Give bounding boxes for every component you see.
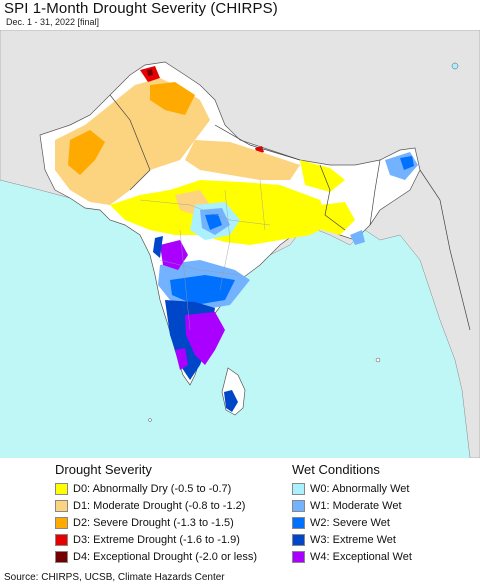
andaman-islands xyxy=(375,357,381,363)
maldives xyxy=(148,418,152,422)
drought-d0-east xyxy=(300,160,345,192)
drought-d2-pakistan xyxy=(68,130,105,175)
legend-label-d1: D1: Moderate Drought (-0.8 to -1.2) xyxy=(73,500,246,512)
map-subtitle: Dec. 1 - 31, 2022 [final] xyxy=(6,17,100,27)
legend-swatch-w1 xyxy=(292,500,305,512)
wet-w2-deccan xyxy=(170,275,235,305)
legend-label-w2: W2: Severe Wet xyxy=(310,517,390,529)
legend-swatch-w3 xyxy=(292,534,305,546)
legend-swatch-d4 xyxy=(55,551,68,563)
legend-swatch-d0 xyxy=(55,483,68,495)
sri-lanka-wet xyxy=(224,390,238,412)
source-credit: Source: CHIRPS, UCSB, Climate Hazards Ce… xyxy=(4,572,225,583)
wet-w3-maharashtra xyxy=(153,236,163,258)
legend-label-d2: D2: Severe Drought (-1.3 to -1.5) xyxy=(73,517,234,529)
wet-legend-title: Wet Conditions xyxy=(292,462,380,477)
drought-d4-kashmir xyxy=(147,69,153,76)
drought-map xyxy=(0,30,480,458)
legend-label-w0: W0: Abnormally Wet xyxy=(310,483,410,495)
legend-swatch-w2 xyxy=(292,517,305,529)
legend-label-d0: D0: Abnormally Dry (-0.5 to -0.7) xyxy=(73,483,232,495)
legend-swatch-d1 xyxy=(55,500,68,512)
country-borders xyxy=(109,94,471,331)
legend-label-d4: D4: Exceptional Drought (-2.0 or less) xyxy=(73,551,258,563)
wet-w4-tamil-nadu xyxy=(185,312,225,365)
legend-label-d3: D3: Extreme Drought (-1.6 to -1.9) xyxy=(73,534,240,546)
tibet-lake xyxy=(451,62,459,70)
legend-swatch-w0 xyxy=(292,483,305,495)
state-borders xyxy=(139,179,271,331)
wet-w4-kerala xyxy=(175,348,188,370)
legend: Drought Severity Wet Conditions D0: Abno… xyxy=(0,462,480,572)
legend-swatch-w4 xyxy=(292,551,305,563)
legend-label-w1: W1: Moderate Wet xyxy=(310,500,402,512)
legend-label-w4: W4: Exceptional Wet xyxy=(310,551,412,563)
legend-swatch-d3 xyxy=(55,534,68,546)
legend-label-w3: W3: Extreme Wet xyxy=(310,534,396,546)
map-title: SPI 1-Month Drought Severity (CHIRPS) xyxy=(4,0,278,17)
legend-swatch-d2 xyxy=(55,517,68,529)
drought-legend-title: Drought Severity xyxy=(55,462,152,477)
wet-w1-myanmar-coast xyxy=(350,230,365,245)
drought-d1-gangetic xyxy=(185,140,300,180)
wet-w4-maharashtra xyxy=(160,240,188,270)
drought-d0-bangladesh xyxy=(320,202,355,235)
wet-w2-northeast xyxy=(400,156,414,170)
drought-d2-north xyxy=(150,82,195,115)
wet-w2-central xyxy=(205,214,222,230)
